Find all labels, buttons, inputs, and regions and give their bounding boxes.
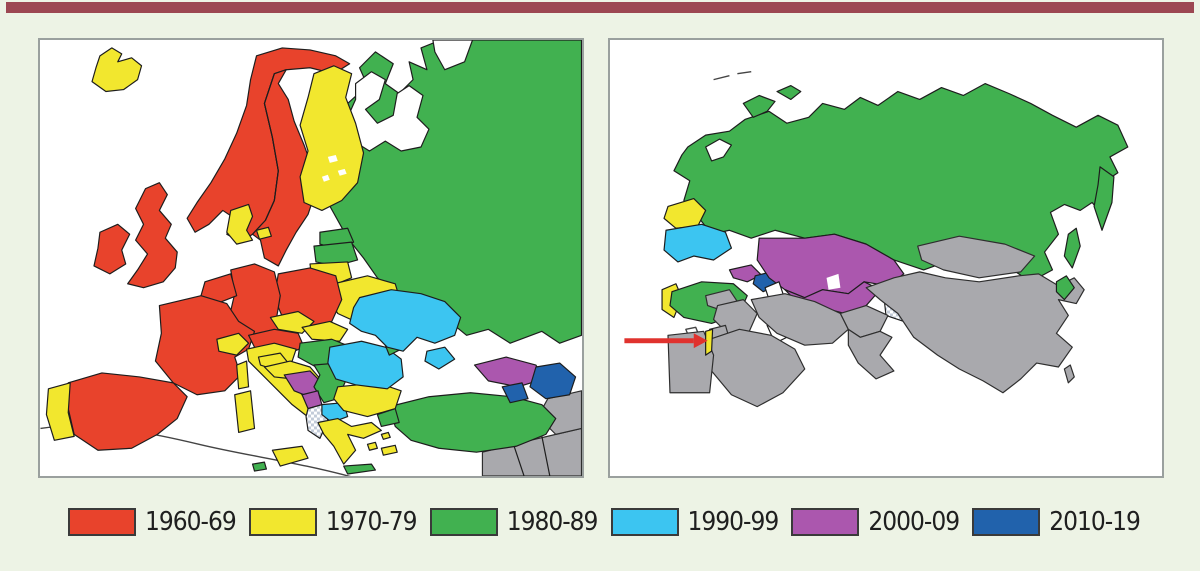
finnish-lake — [327, 154, 338, 163]
region-ireland — [93, 223, 131, 275]
region-greece — [317, 417, 382, 465]
legend-label: 1980-89 — [506, 507, 599, 537]
arrow-head — [693, 333, 708, 349]
region-azerbaijan — [529, 362, 577, 400]
finnish-lake — [337, 168, 347, 176]
legend-swatch-1970s — [248, 508, 317, 536]
arctic-inlet — [432, 40, 474, 71]
region-china — [865, 271, 1085, 394]
region-corsica — [236, 360, 250, 390]
region-malta — [251, 461, 268, 472]
white-sea — [705, 138, 733, 162]
region-taiwan — [1063, 364, 1075, 384]
legend-label: 1960-69 — [145, 507, 237, 537]
arctic-island-outline — [737, 71, 752, 75]
decade-legend: 1960-69 1970-79 1980-89 1990-99 2000-09 … — [68, 506, 1141, 538]
region-slovakia — [301, 320, 349, 342]
region-ukraine — [349, 289, 462, 352]
legend-item: 1970-79 — [248, 507, 418, 537]
legend-item: 1980-89 — [429, 507, 599, 537]
region-crimea — [424, 346, 456, 370]
internal-border — [263, 73, 279, 221]
region-denmark — [226, 203, 254, 245]
legend-swatch-1990s — [610, 508, 679, 536]
region-portugal — [45, 382, 75, 441]
region-mongolia — [917, 235, 1036, 279]
europe-map — [40, 40, 582, 476]
internal-border — [541, 436, 551, 476]
finnish-lake — [321, 174, 330, 182]
legend-swatch-1960s — [68, 508, 136, 536]
region-novaya-zemlya — [776, 84, 802, 101]
asia-map-panel — [608, 38, 1164, 478]
asia-map — [610, 40, 1162, 476]
region-israel — [705, 328, 714, 356]
region-ukraine — [663, 223, 733, 263]
europe-map-panel — [38, 38, 584, 478]
legend-swatch-2010s — [972, 508, 1041, 536]
region-cyprus — [380, 444, 398, 456]
region-benelux — [200, 273, 238, 305]
legend-item: 1960-69 — [68, 507, 237, 537]
region-iran — [750, 293, 849, 346]
region-greek-island — [366, 441, 378, 451]
region-south-korea — [1055, 275, 1075, 301]
region-united-kingdom — [127, 182, 178, 289]
legend-item: 2000-09 — [791, 507, 960, 537]
legend-swatch-1980s — [429, 508, 498, 536]
region-sardinia — [234, 390, 256, 433]
legend-swatch-2000s — [791, 508, 860, 536]
region-greek-island — [380, 431, 391, 440]
region-pakistan — [847, 328, 895, 380]
region-egypt — [667, 330, 715, 394]
region-sicily — [271, 445, 309, 467]
legend-item: 1990-99 — [610, 507, 780, 537]
region-sakhalin — [1063, 227, 1081, 269]
legend-label: 1970-79 — [325, 507, 418, 537]
region-crete — [343, 463, 377, 475]
region-denmark-isles — [255, 226, 272, 240]
legend-label: 2000-09 — [868, 507, 960, 537]
red-arrow — [624, 333, 708, 349]
internal-border — [513, 446, 525, 476]
region-kamchatka — [1093, 166, 1115, 231]
region-romania — [327, 340, 404, 390]
top-accent-bar — [6, 2, 1194, 13]
aral-sea — [826, 273, 841, 290]
arrow-shaft — [624, 338, 694, 344]
legend-item: 2010-19 — [972, 507, 1141, 537]
region-iceland — [91, 47, 143, 93]
legend-label: 2010-19 — [1049, 507, 1141, 537]
region-saudi-arabia — [709, 328, 806, 408]
arctic-island-outline — [713, 74, 730, 81]
region-novaya-zemlya — [742, 94, 776, 118]
region-turkey — [388, 392, 557, 453]
region-switzerland — [216, 332, 250, 356]
region-finland — [299, 65, 365, 212]
legend-label: 1990-99 — [687, 507, 780, 537]
region-armenia — [501, 382, 529, 404]
